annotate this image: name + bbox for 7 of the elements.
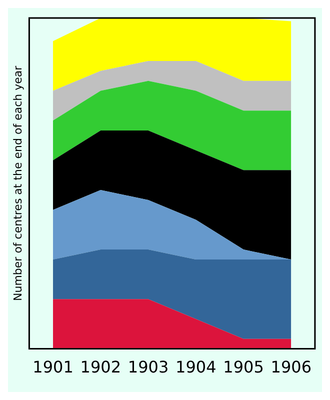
- x-tick-label: 1905: [223, 358, 264, 377]
- x-tick-label: 1903: [128, 358, 169, 377]
- x-tick-label: 1904: [176, 358, 216, 377]
- x-tick-label: 1906: [270, 358, 312, 377]
- y-axis-title: Number of centres at the end of each year: [11, 65, 24, 301]
- x-tick-label: 1901: [32, 358, 74, 377]
- x-tick-label: 1902: [80, 358, 121, 377]
